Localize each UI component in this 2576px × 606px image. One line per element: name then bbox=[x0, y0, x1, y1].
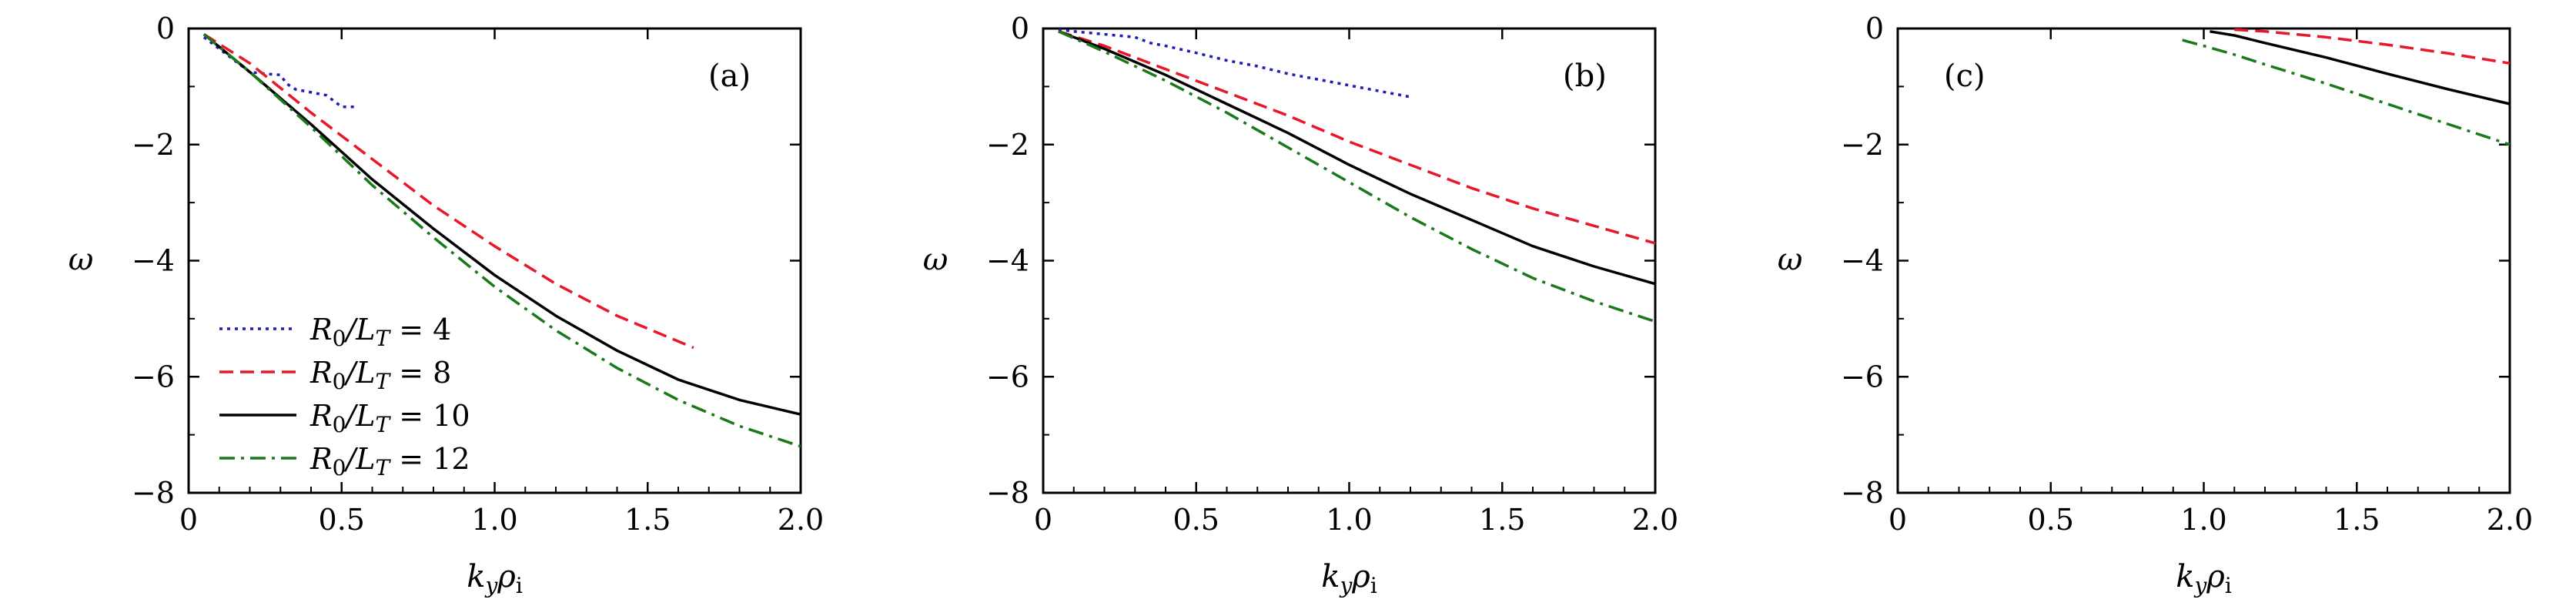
legend-entry: R0/LT = 8 bbox=[309, 356, 451, 394]
series-line-08 bbox=[1058, 30, 1656, 245]
y-tick-label: −4 bbox=[132, 244, 175, 278]
y-tick-label: −2 bbox=[1841, 128, 1884, 162]
y-axis-title: ω bbox=[923, 243, 948, 278]
series-line-012 bbox=[2182, 39, 2511, 146]
plot-frame bbox=[1042, 27, 1657, 494]
x-axis-title: kyρi bbox=[2176, 559, 2232, 598]
x-axis-title: kyρi bbox=[467, 559, 523, 598]
x-tick-label: 0.5 bbox=[2028, 503, 2074, 537]
y-tick-label: −6 bbox=[1841, 360, 1884, 393]
x-tick-label: 0 bbox=[179, 503, 198, 537]
panel-c: 0 0.5 1.0 1.5 2.0 0 −2 −4 −6 −8 kyρi ω (c) bbox=[1778, 12, 2534, 598]
legend-entry: R0/LT = 10 bbox=[309, 399, 470, 437]
x-tick-label: 0 bbox=[1889, 503, 1907, 537]
y-tick-label: −6 bbox=[132, 360, 175, 393]
x-tick-label: 0 bbox=[1034, 503, 1052, 537]
y-tick-label: −6 bbox=[986, 360, 1029, 393]
y-tick-label: −8 bbox=[132, 476, 175, 510]
y-tick-label: 0 bbox=[1011, 12, 1029, 45]
y-tick-label: 0 bbox=[156, 12, 175, 45]
x-tick-label: 0.5 bbox=[1173, 503, 1219, 537]
plot-frame bbox=[1896, 27, 2511, 494]
series-line-010 bbox=[1058, 30, 1656, 286]
x-tick-label: 2.0 bbox=[778, 503, 824, 537]
legend-entry: R0/LT = 12 bbox=[309, 442, 470, 480]
x-tick-label: 0.5 bbox=[319, 503, 365, 537]
y-tick-label: −8 bbox=[986, 476, 1029, 510]
panel-label: (a) bbox=[708, 59, 751, 94]
panel-label: (c) bbox=[1944, 59, 1986, 94]
y-tick-label: −2 bbox=[986, 128, 1029, 162]
y-tick-label: −4 bbox=[1841, 244, 1884, 278]
series-line-04 bbox=[1058, 28, 1411, 99]
series-line-012 bbox=[202, 33, 801, 448]
series-line-010 bbox=[2210, 30, 2511, 105]
x-tick-label: 2.0 bbox=[2487, 503, 2533, 537]
legend: R0/LT = 4 R0/LT = 8 R0/LT = 10 R0/LT = 12 bbox=[219, 313, 470, 480]
x-tick-label: 2.0 bbox=[1632, 503, 1678, 537]
panel-label: (b) bbox=[1563, 59, 1607, 94]
x-tick-label: 1.0 bbox=[2180, 503, 2226, 537]
panel-b: 0 0.5 1.0 1.5 2.0 0 −2 −4 −6 −8 kyρi ω (b) bbox=[923, 12, 1679, 598]
x-tick-label: 1.5 bbox=[2333, 503, 2380, 537]
y-axis-title: ω bbox=[69, 243, 94, 278]
y-tick-label: −2 bbox=[132, 128, 175, 162]
series-line-012 bbox=[1058, 30, 1656, 323]
y-tick-label: 0 bbox=[1865, 12, 1884, 45]
x-tick-label: 1.5 bbox=[624, 503, 671, 537]
x-axis-title: kyρi bbox=[1321, 559, 1377, 598]
y-tick-label: −8 bbox=[1841, 476, 1884, 510]
series-line-010 bbox=[202, 33, 801, 416]
y-tick-label: −4 bbox=[986, 244, 1029, 278]
x-tick-label: 1.5 bbox=[1479, 503, 1525, 537]
legend-entry: R0/LT = 4 bbox=[309, 313, 451, 351]
y-axis-title: ω bbox=[1778, 243, 1803, 278]
x-tick-label: 1.0 bbox=[471, 503, 517, 537]
series-line-08 bbox=[202, 33, 694, 350]
series-line-08 bbox=[2234, 28, 2511, 65]
x-tick-label: 1.0 bbox=[1326, 503, 1372, 537]
